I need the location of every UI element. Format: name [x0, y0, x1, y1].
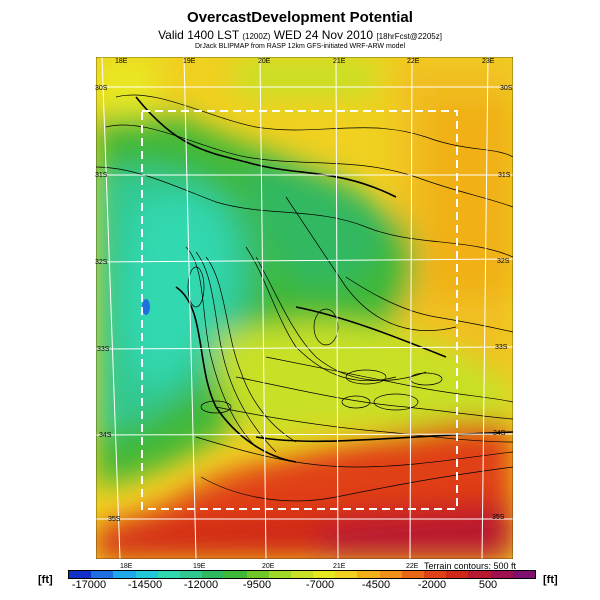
- terrain-contour-note: Terrain contours: 500 ft: [423, 561, 516, 571]
- valid-time: Valid 1400 LST: [158, 28, 240, 42]
- colorbar-swatch: [379, 571, 402, 578]
- inner-domain-box: [141, 110, 458, 510]
- colorbar-swatch: [313, 571, 336, 578]
- lon-tick-bottom: 22E: [406, 563, 419, 570]
- lat-tick-right: 32S: [497, 258, 510, 265]
- colorbar-unit-right: [ft]: [543, 574, 558, 586]
- forecast-tag: [18hrFcst@2205z]: [376, 32, 442, 41]
- colorbar-swatch: [179, 571, 203, 578]
- colorbar-swatch: [401, 571, 424, 578]
- lon-tick-top: 19E: [183, 58, 196, 65]
- colorbar-swatch: [468, 571, 491, 578]
- terrain-contours: [96, 94, 513, 502]
- lon-tick-bottom: 19E: [193, 563, 206, 570]
- field-shading: [96, 57, 513, 559]
- colorbar-swatch: [246, 571, 269, 578]
- colorbar-swatch: [202, 571, 225, 578]
- credit-line: DrJack BLIPMAP from RASP 12km GFS-initia…: [194, 43, 406, 50]
- colorbar-swatch: [113, 571, 136, 578]
- lat-tick-left: 32S: [95, 259, 108, 266]
- lat-tick-right: 30S: [500, 85, 513, 92]
- colorbar-swatch: [446, 571, 469, 578]
- lon-tick-bottom: 18E: [120, 563, 133, 570]
- colorbar-swatch: [512, 571, 535, 578]
- lat-tick-left: 33S: [97, 346, 110, 353]
- lat-tick-right: 35S: [492, 514, 505, 521]
- utc-time: (1200Z): [242, 32, 271, 41]
- colorbar-swatch: [135, 571, 158, 578]
- colorbar-label: -7000: [305, 579, 335, 591]
- lon-tick-top: 23E: [482, 58, 495, 65]
- colorbar-label: -14500: [127, 579, 163, 591]
- colorbar-swatch: [290, 571, 314, 578]
- colorbar-swatch: [157, 571, 180, 578]
- valid-date: WED 24 Nov 2010: [273, 28, 374, 42]
- map-svg: [96, 57, 513, 559]
- colorbar-swatch: [91, 571, 114, 578]
- lat-tick-right: 34S: [493, 430, 506, 437]
- colorbar-label: -12000: [183, 579, 219, 591]
- colorbar-unit-left: [ft]: [38, 574, 53, 586]
- lat-tick-left: 30S: [95, 85, 108, 92]
- colorbar-swatch: [490, 571, 513, 578]
- colorbar-swatch: [335, 571, 358, 578]
- lon-tick-top: 22E: [407, 58, 420, 65]
- lon-tick-top: 21E: [333, 58, 346, 65]
- blue-spot: [142, 299, 150, 315]
- colorbar-swatch: [424, 571, 447, 578]
- colorbar-label: -2000: [417, 579, 447, 591]
- lat-tick-right: 33S: [495, 344, 508, 351]
- colorbar-label: 500: [478, 579, 498, 591]
- lat-tick-left: 34S: [99, 432, 112, 439]
- lon-tick-top: 18E: [115, 58, 128, 65]
- colorbar-label: -4500: [361, 579, 391, 591]
- lat-tick-right: 31S: [498, 172, 511, 179]
- lat-tick-left: 31S: [95, 172, 108, 179]
- forecast-map: [96, 57, 513, 559]
- colorbar-swatch: [268, 571, 291, 578]
- colorbar-swatch: [224, 571, 247, 578]
- colorbar-label: -17000: [71, 579, 107, 591]
- lat-tick-left: 35S: [108, 516, 121, 523]
- terrain-contours-bold: [135, 96, 513, 463]
- chart-subtitle: Valid 1400 LST (1200Z) WED 24 Nov 2010 […: [0, 28, 600, 42]
- colorbar: [68, 570, 536, 579]
- lon-tick-bottom: 21E: [333, 563, 346, 570]
- colorbar-swatch: [357, 571, 380, 578]
- colorbar-swatch: [69, 571, 92, 578]
- lon-tick-bottom: 20E: [262, 563, 275, 570]
- colorbar-label: -9500: [242, 579, 272, 591]
- graticule: [96, 57, 513, 559]
- lon-tick-top: 20E: [258, 58, 271, 65]
- chart-title: OvercastDevelopment Potential: [187, 9, 413, 26]
